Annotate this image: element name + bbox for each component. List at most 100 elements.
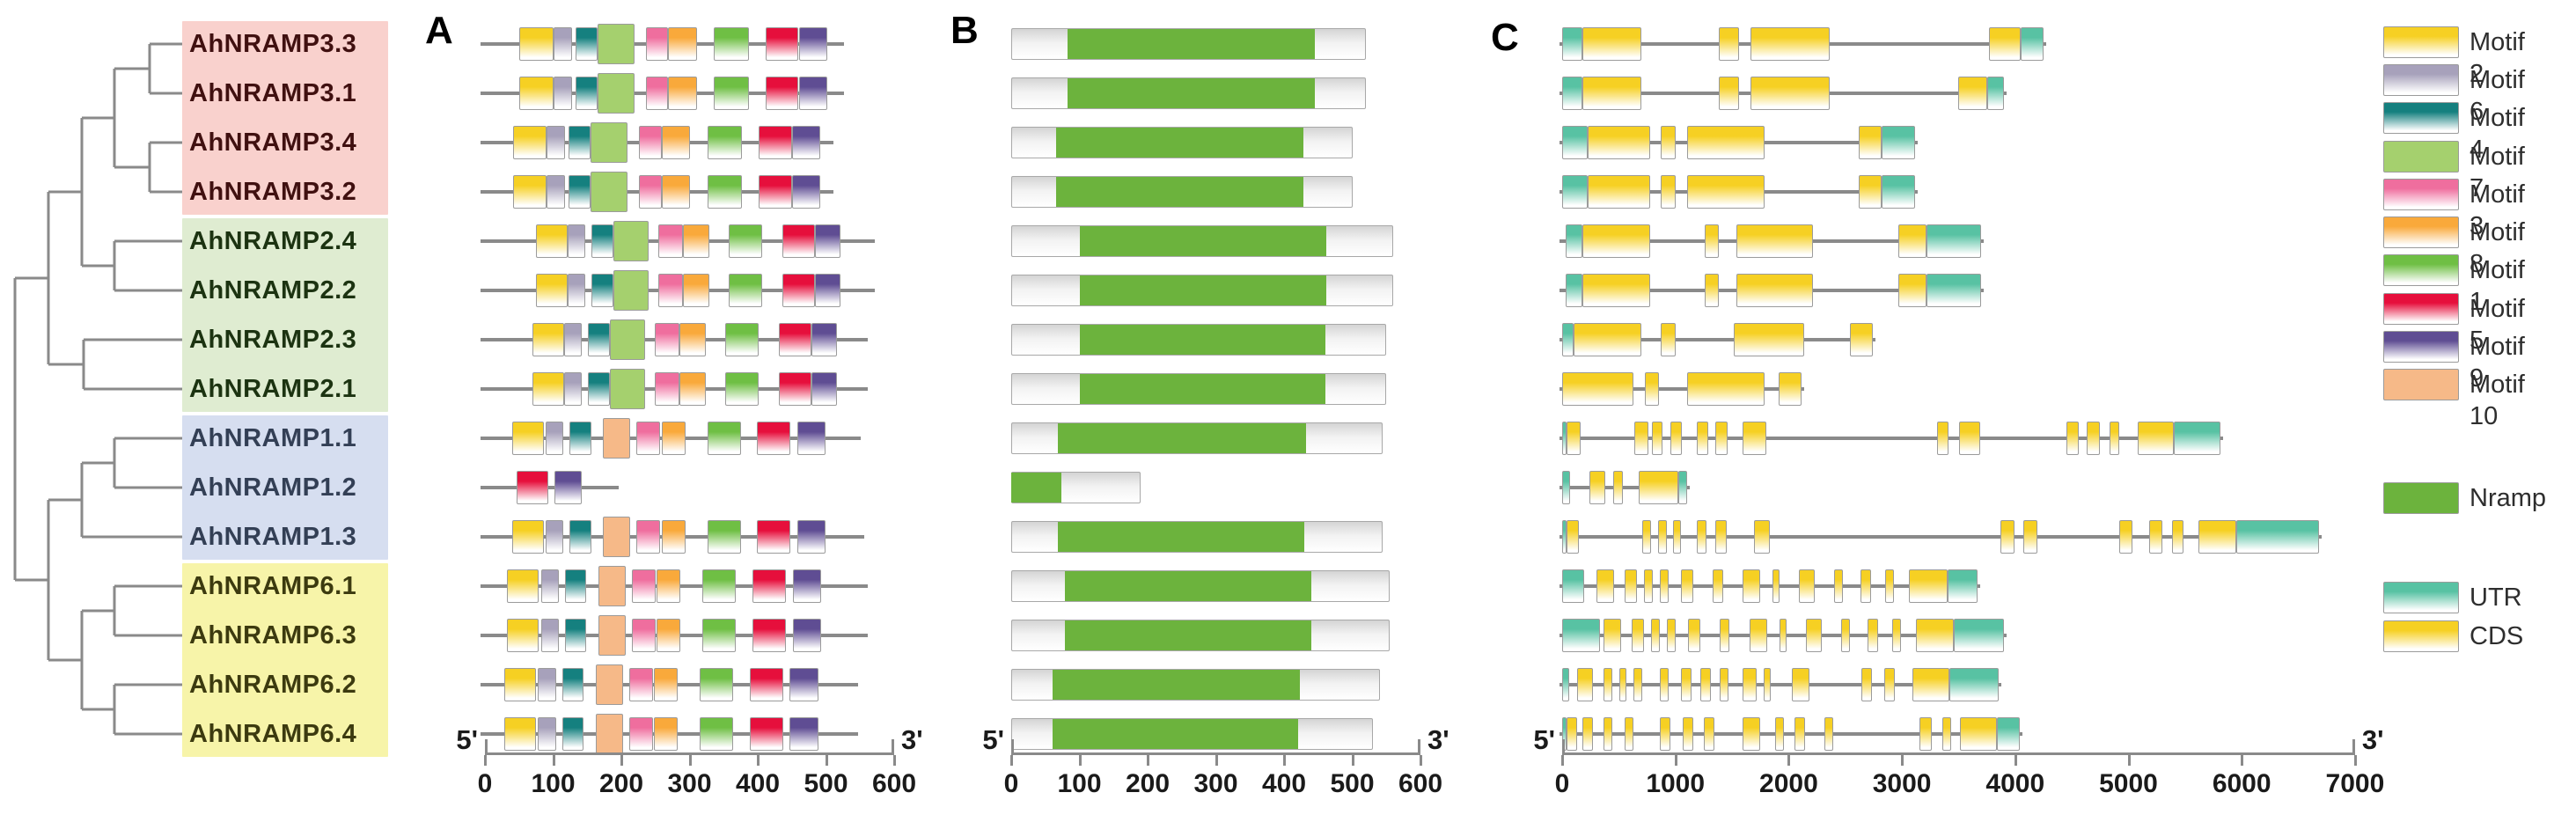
legend-swatch-motif2	[2383, 26, 2459, 58]
cds-exon	[1612, 471, 1624, 504]
motif-7-box	[597, 73, 635, 114]
cds-exon	[2149, 520, 2163, 554]
gene-group-block	[182, 218, 388, 412]
motif-7-box	[597, 24, 635, 64]
cds-exon	[1743, 668, 1757, 701]
motif-6-box	[538, 717, 556, 751]
axis-tick-label: 600	[1398, 769, 1443, 798]
utr-exon	[1565, 274, 1583, 307]
utr-exon	[1562, 77, 1583, 110]
cds-exon	[1794, 717, 1805, 751]
axis-tick	[552, 755, 555, 766]
motif-7-box	[609, 369, 646, 409]
motif-7-box	[613, 221, 649, 261]
motif-4-box	[588, 372, 610, 406]
axis-tick	[825, 755, 828, 766]
motif-6-box	[540, 569, 559, 603]
cds-exon	[1672, 520, 1681, 554]
cds-exon	[1632, 619, 1645, 652]
motif-1-box	[707, 520, 741, 554]
utr-exon	[1948, 569, 1978, 603]
axis-tick-label: 400	[735, 769, 781, 798]
motif-10-box	[598, 615, 626, 656]
cds-exon	[1912, 668, 1950, 701]
cds-exon	[1582, 27, 1642, 61]
axis-end-cap	[892, 739, 894, 752]
cds-exon	[1909, 569, 1949, 603]
cds-exon	[1681, 569, 1694, 603]
gene-name-label: AhNRAMP3.3	[189, 30, 357, 58]
legend-swatch-utr	[2383, 582, 2459, 613]
cds-exon	[1736, 274, 1813, 307]
legend-label-nramp: Nramp	[2470, 484, 2547, 512]
cds-exon	[1566, 520, 1580, 554]
utr-exon	[1926, 274, 1982, 307]
cds-exon	[1633, 422, 1649, 455]
axis-3prime-label: 3'	[2361, 724, 2384, 755]
motif-6-box	[540, 619, 559, 652]
axis-end-cap	[485, 739, 488, 752]
utr-exon	[1565, 224, 1583, 258]
cds-exon	[1742, 422, 1766, 455]
axis-tick-label: 4000	[1985, 769, 2045, 798]
axis-tick	[620, 755, 623, 766]
motif-7-box	[591, 172, 627, 212]
motif-9-box	[792, 619, 822, 652]
motif-5-box	[779, 372, 812, 406]
motif-4-box	[576, 27, 598, 61]
gene-name-label: AhNRAMP3.4	[189, 128, 357, 157]
motif-2-box	[503, 717, 537, 751]
axis-tick	[893, 755, 896, 766]
legend-label-motif9: Motif 9	[2470, 333, 2525, 393]
axis-tick	[2127, 755, 2131, 766]
cds-exon	[1805, 619, 1822, 652]
motif-4-box	[561, 717, 584, 751]
cds-exon	[1697, 422, 1708, 455]
cds-exon	[1661, 175, 1677, 209]
intron-line	[1560, 683, 2002, 686]
motif-4-box	[576, 77, 598, 110]
cds-exon	[1743, 569, 1760, 603]
cds-exon	[1989, 27, 2022, 61]
legend-swatch-motif8	[2383, 217, 2459, 248]
motif-4-box	[564, 569, 587, 603]
motif-10-box	[603, 517, 631, 557]
axis-tick-label: 400	[1261, 769, 1307, 798]
nramp-domain	[1067, 78, 1315, 108]
intron-line	[1560, 338, 1876, 341]
motif-2-box	[506, 569, 539, 603]
nramp-domain	[1053, 670, 1300, 700]
motif-1-box	[702, 569, 737, 603]
cds-exon	[1661, 126, 1677, 159]
axis-tick-label: 500	[804, 769, 848, 798]
nramp-domain	[1079, 374, 1325, 404]
motif-8-box	[661, 175, 691, 209]
intron-line	[1560, 387, 1805, 391]
cds-exon	[1625, 569, 1638, 603]
cds-exon	[1658, 520, 1668, 554]
legend-label-motif8: Motif 8	[2470, 218, 2525, 278]
cds-exon	[1936, 422, 1949, 455]
nramp-domain	[1067, 29, 1315, 59]
cds-exon	[1840, 619, 1850, 652]
cds-exon	[1915, 619, 1955, 652]
utr-exon	[1986, 77, 2004, 110]
motif-2-box	[532, 323, 564, 356]
cds-exon	[1567, 717, 1577, 751]
axis-tick	[1010, 755, 1013, 766]
axis-end-cap	[1562, 739, 1565, 752]
cds-exon	[1834, 569, 1844, 603]
motif-10-box	[595, 664, 623, 705]
gene-name-label: AhNRAMP3.2	[189, 178, 357, 206]
cds-exon	[1749, 619, 1767, 652]
axis-tick-label: 200	[598, 769, 644, 798]
cds-exon	[1660, 668, 1669, 701]
legend-swatch-motif4	[2383, 102, 2459, 134]
intron-line	[1560, 437, 2223, 440]
motif-3-box	[639, 126, 662, 159]
motif-1-box	[728, 274, 762, 307]
legend-swatch-motif9	[2383, 331, 2459, 363]
motif-5-box	[757, 520, 791, 554]
motif-3-box	[654, 372, 679, 406]
cds-exon	[1897, 274, 1926, 307]
